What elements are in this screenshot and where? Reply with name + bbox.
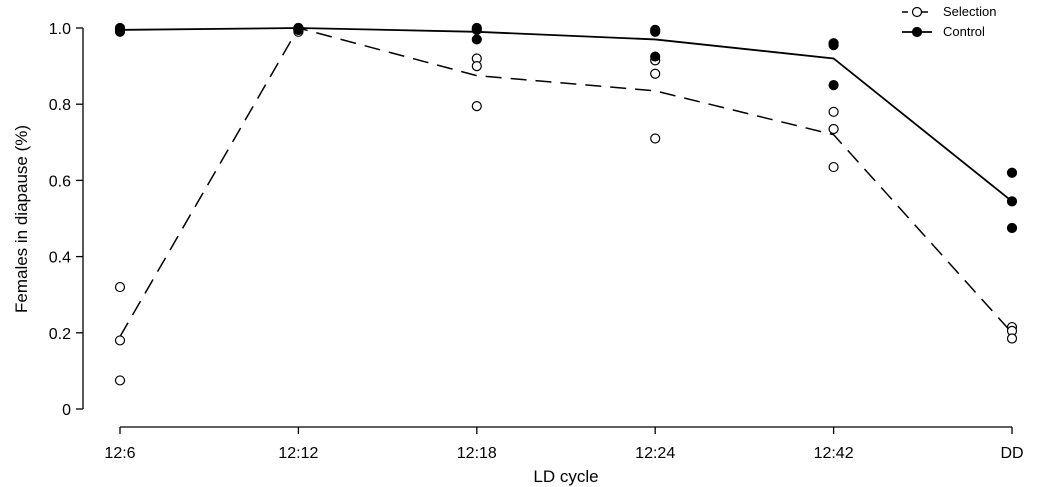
y-tick-label: 0 — [62, 402, 71, 419]
x-tick-label: 12:6 — [104, 445, 135, 462]
y-tick-label: 1.0 — [49, 21, 71, 38]
data-point-selection — [828, 106, 839, 117]
legend-control-label: Control — [943, 24, 985, 39]
series-selection — [114, 22, 1018, 386]
data-point-selection — [471, 60, 482, 72]
data-point-selection — [1006, 333, 1018, 344]
data-point-control — [114, 26, 126, 37]
data-point-control — [293, 24, 304, 36]
data-point-control — [828, 40, 839, 51]
data-point-selection — [114, 281, 126, 293]
data-point-control — [1006, 196, 1018, 207]
legend-selection-marker — [911, 6, 923, 18]
data-point-selection — [650, 68, 661, 79]
data-point-selection — [114, 335, 126, 346]
data-point-control — [471, 24, 482, 36]
x-axis-title: LD cycle — [533, 467, 598, 486]
y-axis-title: Females in diapause (%) — [12, 125, 31, 313]
series-line-selection — [119, 27, 1013, 337]
legend-item-selection: Selection — [902, 4, 996, 19]
y-tick-label: 0.4 — [49, 250, 71, 267]
series-control — [114, 22, 1018, 234]
data-point-selection — [471, 101, 482, 112]
y-tick-label: 0.6 — [49, 173, 71, 190]
legend-control-marker — [911, 26, 923, 38]
data-point-control — [828, 80, 839, 91]
series-line-control — [119, 27, 1013, 203]
data-point-selection — [828, 123, 839, 135]
x-ticks: 12:6 12:12 12:18 12:24 12:42 DD — [104, 427, 1024, 462]
axes: 0 0.2 0.4 0.6 0.8 1.0 12:6 12:12 12:18 12:24 12:4… — [12, 21, 1024, 486]
data-point-control — [471, 34, 482, 45]
data-point-control — [650, 26, 661, 37]
legend: Selection Control — [902, 4, 996, 39]
x-tick-label: DD — [1000, 445, 1023, 462]
x-tick-label: 12:24 — [635, 445, 675, 462]
data-point-selection — [650, 133, 661, 144]
data-point-control — [1006, 222, 1018, 234]
x-tick-label: 12:18 — [457, 445, 497, 462]
data-point-selection — [828, 161, 839, 173]
y-tick-label: 0.2 — [49, 326, 71, 343]
y-ticks: 0 0.2 0.4 0.6 0.8 1.0 — [49, 21, 83, 419]
data-point-selection — [114, 375, 126, 386]
y-tick-label: 0.8 — [49, 97, 71, 114]
x-tick-label: 12:12 — [278, 445, 318, 462]
x-tick-label: 12:42 — [814, 445, 854, 462]
data-point-control — [650, 51, 661, 62]
legend-item-control: Control — [902, 24, 985, 39]
series-layer — [114, 22, 1018, 386]
data-point-control — [1006, 167, 1018, 178]
legend-selection-label: Selection — [943, 4, 996, 19]
